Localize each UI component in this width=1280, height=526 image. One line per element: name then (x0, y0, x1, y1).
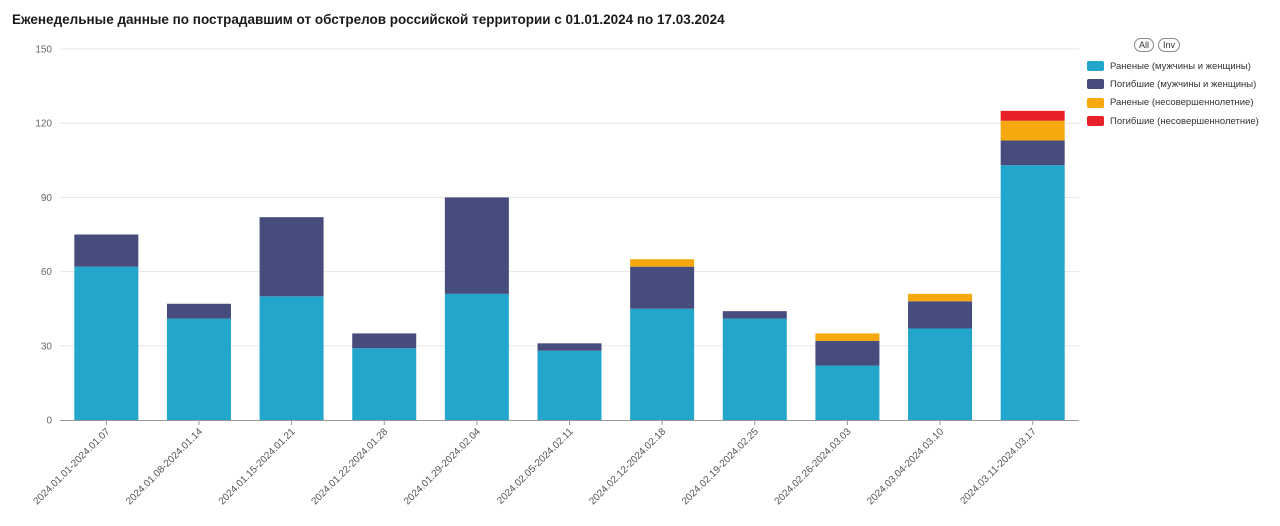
x-tick-label: 2024.01.22-2024.01.28 (309, 426, 390, 507)
legend-label: Погибшие (несовершеннолетние) (1110, 115, 1259, 127)
legend-toggles: All Inv (1087, 38, 1180, 52)
bar-segment[interactable] (722, 318, 787, 420)
x-tick-label: 2024.01.08-2024.01.14 (124, 426, 205, 507)
y-tick-label: 90 (41, 193, 53, 204)
y-tick-label: 30 (41, 341, 53, 352)
bar-segment[interactable] (722, 311, 787, 319)
bar-segment[interactable] (630, 308, 695, 420)
bar-segment[interactable] (352, 348, 417, 420)
y-tick-label: 120 (35, 119, 52, 130)
legend: All Inv Раненые (мужчины и женщины) Погиб… (1087, 38, 1277, 130)
bar-segment[interactable] (259, 296, 324, 420)
legend-swatch (1087, 116, 1104, 127)
legend-invert-button[interactable]: Inv (1157, 38, 1180, 52)
legend-swatch (1087, 61, 1104, 72)
bars (74, 110, 1065, 420)
bar-segment[interactable] (444, 197, 509, 294)
bar-segment[interactable] (1000, 165, 1065, 420)
x-tick-label: 2024.03.11-2024.03.17 (958, 426, 1039, 507)
y-tick-label: 0 (46, 416, 52, 427)
bar-segment[interactable] (908, 328, 973, 420)
bar-segment[interactable] (259, 217, 324, 297)
bar-segment[interactable] (352, 333, 417, 349)
y-tick-label: 150 (35, 45, 52, 56)
bar-segment[interactable] (166, 318, 231, 420)
bar-segment[interactable] (444, 293, 509, 420)
legend-item[interactable]: Раненые (мужчины и женщины) (1087, 57, 1277, 75)
legend-label: Раненые (мужчины и женщины) (1110, 60, 1251, 72)
bar-segment[interactable] (815, 340, 880, 366)
bar-segment[interactable] (908, 293, 973, 302)
y-tick-label: 60 (41, 267, 53, 278)
bar-segment[interactable] (537, 343, 602, 351)
legend-item[interactable]: Погибшие (несовершеннолетние) (1087, 112, 1277, 130)
bar-segment[interactable] (1000, 140, 1065, 166)
x-tick-label: 2024.02.05-2024.02.11 (495, 426, 576, 507)
legend-label: Погибшие (мужчины и женщины) (1110, 78, 1257, 90)
x-tick-label: 2024.02.12-2024.02.18 (587, 426, 668, 507)
x-tick-label: 2024.01.15-2024.01.21 (217, 426, 298, 507)
chart-title: Еженедельные данные по пострадавшим от о… (12, 12, 725, 27)
legend-item[interactable]: Раненые (несовершеннолетние) (1087, 94, 1277, 112)
bar-segment[interactable] (908, 301, 973, 329)
legend-all-button[interactable]: All (1133, 38, 1154, 52)
bar-segment[interactable] (1000, 110, 1065, 121)
legend-items: Раненые (мужчины и женщины) Погибшие (муж… (1087, 57, 1277, 130)
bar-segment[interactable] (537, 350, 602, 420)
legend-swatch (1087, 97, 1104, 108)
bar-segment[interactable] (630, 266, 695, 309)
x-tick-label: 2024.03.04-2024.03.10 (865, 426, 946, 507)
x-tick-label: 2024.02.26-2024.03.03 (773, 426, 854, 507)
bar-segment[interactable] (815, 333, 880, 341)
legend-label: Раненые (несовершеннолетние) (1110, 97, 1254, 109)
bar-segment[interactable] (74, 266, 139, 420)
legend-swatch (1087, 79, 1104, 90)
x-tick-label: 2024.01.01-2024.01.07 (32, 426, 113, 507)
bar-segment[interactable] (815, 365, 880, 420)
legend-item[interactable]: Погибшие (мужчины и женщины) (1087, 75, 1277, 93)
bar-segment[interactable] (1000, 120, 1065, 141)
bar-segment[interactable] (166, 303, 231, 319)
x-tick-label: 2024.02.19-2024.02.25 (680, 426, 761, 507)
bar-segment[interactable] (74, 234, 139, 267)
x-tick-label: 2024.01.29-2024.02.04 (402, 426, 483, 507)
bar-segment[interactable] (630, 259, 695, 267)
